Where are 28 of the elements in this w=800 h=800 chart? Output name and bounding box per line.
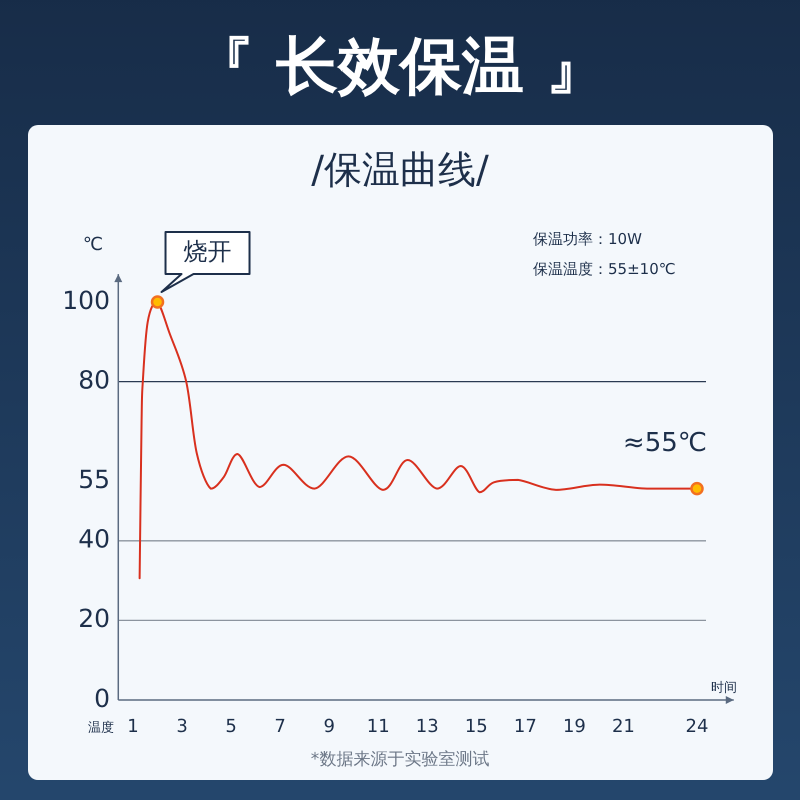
x-tick-label: 9: [323, 716, 335, 737]
annotation: 保温温度：55±10℃: [533, 260, 676, 278]
x-tick-label: 5: [225, 716, 237, 737]
y-tick-label: 0: [94, 684, 110, 713]
x-tick-label: 3: [176, 716, 188, 737]
x-tick-label: 19: [562, 716, 586, 737]
x-tick-label: 11: [366, 716, 390, 737]
x-tick-label: 17: [514, 716, 537, 737]
y-tick-label: 100: [62, 286, 110, 315]
annotation: ℃: [82, 234, 104, 255]
x-tick-label: 1: [127, 716, 139, 737]
ylabel: 温度: [88, 720, 114, 736]
title: 『 长效保温 』: [192, 28, 608, 102]
y-tick-label: 55: [78, 464, 110, 494]
x-tick-label: 13: [416, 716, 439, 737]
annotation: *数据来源于实验室测试: [310, 750, 490, 770]
y-tick-label: 80: [78, 365, 110, 394]
annotation: ≈55℃: [622, 428, 707, 458]
y-tick-label: 20: [78, 604, 110, 634]
xlabel: 时间: [710, 680, 737, 696]
x-tick-label: 7: [274, 716, 286, 737]
x-tick-label: 15: [464, 716, 488, 737]
annotation: 烧开: [184, 238, 232, 266]
y-tick-label: 40: [78, 524, 110, 554]
x-tick-label: 24: [686, 716, 708, 737]
x-tick-label: 21: [612, 716, 635, 737]
annotation: 保温功率：10W: [533, 230, 642, 248]
subtitle: /保温曲线/: [311, 147, 489, 192]
